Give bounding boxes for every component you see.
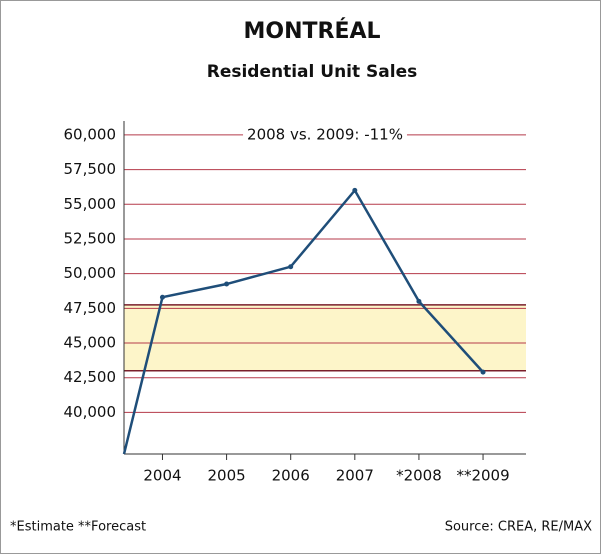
x-tick-label: 2004 <box>143 467 181 485</box>
x-tick-label: **2009 <box>456 467 509 485</box>
y-tick-label: 47,500 <box>64 299 117 317</box>
chart-title: MONTRÉAL <box>243 18 380 44</box>
source: Source: CREA, RE/MAX <box>445 520 592 535</box>
point <box>224 281 230 287</box>
y-tick-label: 42,500 <box>64 368 117 386</box>
point <box>480 369 486 375</box>
y-tick-label: 40,000 <box>64 403 117 421</box>
y-tick-label: 55,000 <box>64 195 117 213</box>
point <box>416 298 422 304</box>
annotation: 2008 vs. 2009: -11% <box>247 125 403 143</box>
y-tick-label: 50,000 <box>64 264 117 282</box>
annotation-bg <box>243 125 407 144</box>
point <box>352 187 358 193</box>
x-tick-label: *2008 <box>396 467 442 485</box>
point <box>159 294 165 300</box>
x-tick-label: 2006 <box>272 467 310 485</box>
y-tick-label: 52,500 <box>64 229 117 247</box>
y-tick-label: 57,500 <box>64 160 117 178</box>
point <box>288 264 294 270</box>
x-tick-label: 2007 <box>336 467 374 485</box>
x-tick-label: 2005 <box>207 467 245 485</box>
y-tick-label: 45,000 <box>64 334 117 352</box>
footnote: *Estimate **Forecast <box>10 520 146 535</box>
chart-subtitle: Residential Unit Sales <box>207 62 418 82</box>
y-tick-label: 60,000 <box>64 125 117 143</box>
band <box>124 304 526 371</box>
